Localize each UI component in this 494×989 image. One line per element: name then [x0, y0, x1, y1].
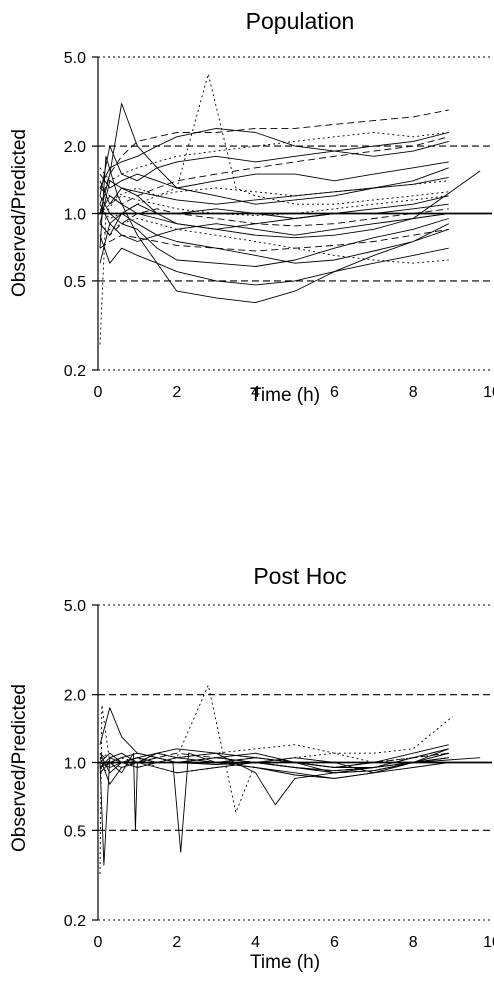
series-line-12 — [99, 684, 453, 875]
series-line-20 — [99, 218, 449, 264]
series-line-19 — [99, 195, 449, 216]
series-line-1 — [99, 132, 449, 196]
chart-title: Post Hoc — [253, 563, 347, 589]
series-line-4 — [99, 155, 449, 304]
series-line-18 — [99, 73, 449, 345]
series-line-16 — [99, 136, 449, 205]
y-tick-label: 2.0 — [64, 139, 86, 156]
population-plot-area: 0.2 0.5 1.0 2.0 5.0 0 2 4 6 8 10 — [64, 50, 494, 401]
x-tick-label: 0 — [94, 934, 103, 951]
series-line-7 — [99, 127, 449, 189]
x-tick-label: 0 — [94, 384, 103, 401]
x-tick-label: 8 — [409, 934, 418, 951]
series-line-11 — [99, 748, 449, 774]
x-tick-label: 4 — [251, 384, 260, 401]
series-line-15 — [99, 208, 449, 236]
series-line-21 — [99, 132, 449, 182]
series-line-13 — [99, 176, 449, 224]
y-tick-label: 0.5 — [64, 823, 86, 840]
series-line-14 — [99, 757, 449, 774]
series-line-10 — [99, 161, 449, 189]
post-hoc-plot-area: 0.2 0.5 1.0 2.0 5.0 0 2 4 6 8 10 — [64, 598, 494, 951]
x-axis-label: Time (h) — [250, 952, 321, 973]
series-line-5 — [99, 103, 449, 214]
x-tick-label: 8 — [409, 384, 418, 401]
y-tick-label: 1.0 — [64, 756, 86, 773]
y-tick-label: 0.5 — [64, 274, 86, 291]
series-line-1 — [99, 757, 449, 866]
x-tick-label: 2 — [172, 934, 181, 951]
chart-title: Population — [245, 8, 355, 34]
series-line-22 — [99, 180, 449, 219]
y-tick-label: 1.0 — [64, 207, 86, 224]
x-tick-label: 10 — [483, 384, 494, 401]
series-line-8 — [99, 235, 449, 286]
y-tick-label: 5.0 — [64, 50, 86, 67]
y-tick-label: 5.0 — [64, 598, 86, 615]
population-chart-panel: Population Observed/Predicted Time (h) 0… — [0, 0, 494, 430]
x-tick-label: 6 — [330, 934, 339, 951]
series-line-14 — [99, 109, 449, 205]
y-tick-label: 0.2 — [64, 913, 86, 930]
y-tick-label: 0.2 — [64, 363, 86, 380]
x-tick-label: 6 — [330, 384, 339, 401]
x-tick-label: 4 — [251, 934, 260, 951]
y-tick-label: 2.0 — [64, 688, 86, 705]
series-line-10 — [99, 752, 449, 772]
post-hoc-chart-panel: Post Hoc Observed/Predicted Time (h) 0.2… — [0, 555, 494, 989]
series-line-12 — [99, 195, 449, 267]
series-line-17 — [99, 228, 449, 252]
x-axis-label: Time (h) — [250, 385, 321, 406]
x-tick-label: 2 — [172, 384, 181, 401]
x-tick-label: 10 — [483, 934, 494, 951]
